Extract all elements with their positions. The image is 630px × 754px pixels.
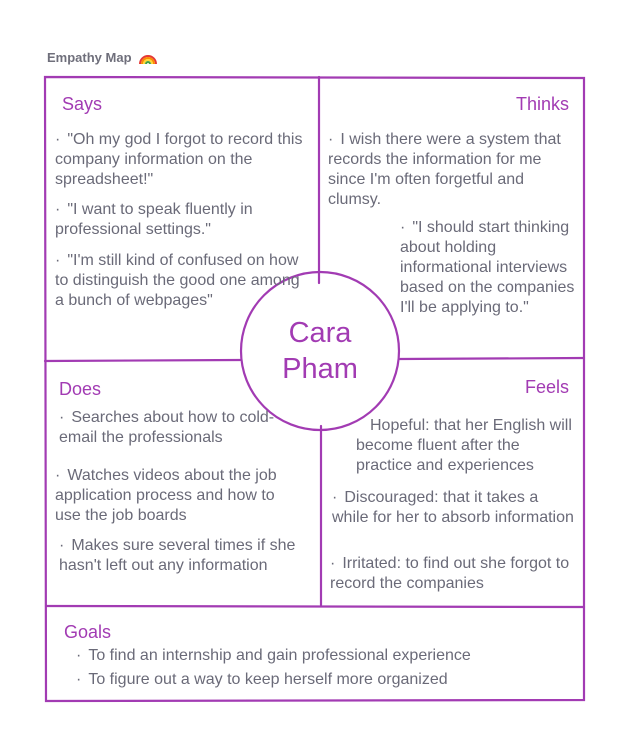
feels-item: · Irritated: to find out she forgot to re… [330, 555, 570, 592]
persona-first-name: Cara [288, 317, 352, 349]
thinks-heading: Thinks [515, 94, 569, 114]
says-item: · "I'm still kind of confused on how to d… [55, 252, 300, 309]
does-item: · Watches videos about the job applicatio… [55, 467, 277, 524]
goals-divider [44, 604, 586, 609]
outer-border [43, 75, 586, 703]
does-item: · Searches about how to cold-email the pr… [59, 409, 275, 446]
does-heading: Does [59, 379, 102, 399]
goals-item: · To find an internship and gain professi… [76, 647, 471, 664]
rainbow-emoji-icon [139, 55, 158, 64]
thinks-item: · "I should start thinking about holding … [400, 219, 575, 316]
says-item: · "I want to speak fluently in profession… [55, 201, 253, 238]
board-title-text: Empathy Map [47, 50, 132, 65]
goals-item: · To figure out a way to keep herself mor… [76, 671, 448, 688]
horizontal-divider-left [43, 358, 242, 363]
board-title: Empathy Map [47, 50, 158, 65]
feels-heading: Feels [524, 377, 569, 397]
says-heading: Says [62, 94, 103, 114]
thinks-item: · I wish there were a system that records… [328, 131, 561, 208]
feels-item: · Discouraged: that it takes a while for … [332, 489, 574, 526]
goals-heading: Goals [64, 622, 112, 642]
persona-name: Cara Pham [241, 272, 399, 430]
horizontal-divider-right [398, 356, 586, 361]
persona-last-name: Pham [282, 353, 358, 385]
persona-circle [239, 270, 401, 432]
says-item: · "Oh my god I forgot to record this comp… [55, 131, 303, 188]
feels-item: Hopeful: that her English will become fl… [356, 417, 572, 474]
does-item: · Makes sure several times if she hasn't … [59, 537, 296, 574]
